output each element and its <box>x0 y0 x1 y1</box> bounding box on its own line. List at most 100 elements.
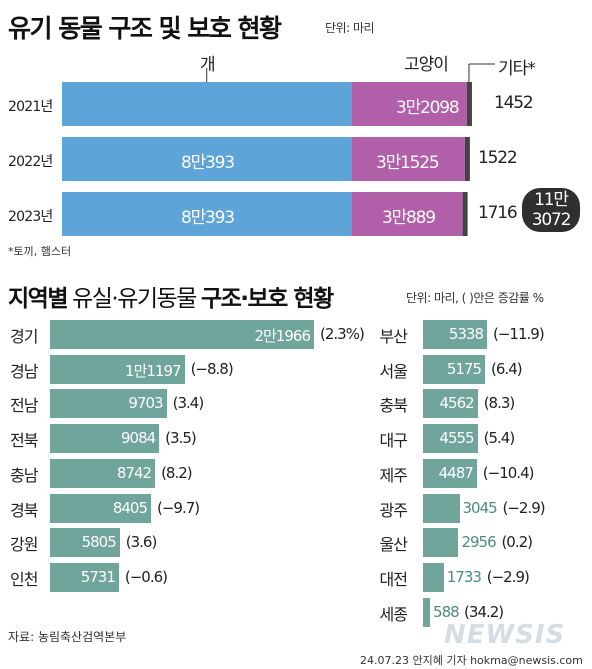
region-label: 충남 <box>10 465 38 485</box>
region-bar-value: 9703 <box>128 394 163 413</box>
region-change: (3.6) <box>125 533 158 552</box>
region-bar-value: 1733 <box>446 567 482 586</box>
regional-unit: 단위: 마리, ( )안은 증감률 % <box>406 291 544 305</box>
region-bar <box>423 354 486 384</box>
region-label: 대전 <box>379 569 408 589</box>
bar-segment-cat <box>351 137 465 181</box>
region-change: (0.2) <box>501 533 533 552</box>
region-bar-value: 3045 <box>462 498 498 517</box>
region-change: (−0.6) <box>124 567 168 586</box>
region-bar <box>423 424 478 454</box>
footnote: *토끼, 햄스터 <box>8 245 72 258</box>
region-change: (8.2) <box>161 463 193 482</box>
main-unit: 단위: 마리 <box>325 21 375 35</box>
bar-value-label: 8만393 <box>181 208 235 228</box>
bar-segment-dog <box>62 192 352 236</box>
region-bar <box>50 562 119 592</box>
region-label: 울산 <box>379 535 408 555</box>
regional-title: 지역별 유실·유기동물 구조·보호 현황 <box>8 279 334 313</box>
bar-segment-etc <box>466 82 472 126</box>
region-bar <box>50 528 120 558</box>
region-label: 부산 <box>379 327 408 346</box>
region-bar <box>423 597 431 627</box>
region-bar <box>423 320 487 349</box>
region-bar-value: 5338 <box>448 325 484 343</box>
region-bar-value: 5731 <box>80 567 116 586</box>
region-label: 충북 <box>379 396 408 416</box>
region-change: (−10.4) <box>482 463 535 482</box>
region-change: (3.4) <box>172 394 205 413</box>
region-bar-value: 8742 <box>116 463 152 482</box>
region-label: 서울 <box>379 361 408 381</box>
region-label: 경북 <box>10 500 38 520</box>
bar-segment-cat <box>351 82 467 126</box>
regional-title-bold2: 구조·보호 현황 <box>200 286 334 312</box>
bar-value-label: 1522 <box>478 148 518 168</box>
region-change: (34.2) <box>464 602 504 621</box>
region-bar <box>50 354 185 384</box>
region-bar-value: 8405 <box>112 498 148 517</box>
bar-value-label: 3만889 <box>382 208 436 228</box>
region-bar <box>50 458 156 488</box>
region-change: (8.3) <box>483 394 516 413</box>
year-label: 2022년 <box>8 154 53 170</box>
region-bar-value: 5175 <box>446 359 482 378</box>
region-change: (−2.9) <box>486 567 530 586</box>
bar-value-label: 1716 <box>478 203 518 223</box>
region-bar-value: 2만1966 <box>254 327 311 345</box>
region-bar <box>50 424 160 454</box>
bar-segment-etc <box>464 137 470 181</box>
region-bar-value: 4487 <box>438 463 474 482</box>
total-badge: 11만 3072 <box>522 188 580 232</box>
legend-label-dog: 개 <box>200 55 216 75</box>
region-bar-value: 5805 <box>81 533 117 552</box>
source-note: 자료: 농림축산검역본부 <box>8 630 127 644</box>
region-label: 광주 <box>379 500 408 520</box>
region-bar-value: 588 <box>433 602 460 621</box>
region-change: (3.5) <box>165 429 197 448</box>
bar-value-label: 3만1525 <box>376 153 440 173</box>
region-label: 제주 <box>379 465 408 485</box>
region-bar <box>423 493 460 523</box>
region-bar-value: 1만1197 <box>125 361 182 380</box>
regional-title-bold: 지역별 <box>8 286 68 312</box>
region-bar <box>50 493 152 523</box>
region-label: 세종 <box>379 604 408 624</box>
region-bar-value: 4562 <box>439 394 475 413</box>
region-bar <box>423 458 477 488</box>
region-bar <box>50 389 167 419</box>
region-change: (−8.8) <box>190 359 234 378</box>
stacked-bar-chart <box>62 63 495 236</box>
region-bar-value: 4555 <box>439 429 474 448</box>
bar-value-label: 3만2098 <box>396 98 460 118</box>
region-change: (2.3%) <box>320 325 365 343</box>
region-bar <box>423 562 444 592</box>
region-bar <box>50 320 314 349</box>
region-change: (−11.9) <box>493 325 545 343</box>
region-change: (6.4) <box>491 359 523 378</box>
bar-value-label: 1452 <box>494 93 534 113</box>
region-bar-value: 2956 <box>461 533 496 552</box>
regional-title-mid: 유실·유기동물 <box>72 286 197 312</box>
legend-label-etc: 기타* <box>498 59 536 79</box>
region-bar <box>423 528 459 558</box>
total-badge-line1: 11만 <box>534 190 569 210</box>
legend-label-cat: 고양이 <box>404 55 449 75</box>
bar-segment-cat <box>351 192 463 236</box>
newsis-logo: NEWSIS <box>444 620 566 650</box>
region-label: 인천 <box>10 569 38 589</box>
region-label: 강원 <box>10 535 38 555</box>
year-label: 2021년 <box>8 99 53 115</box>
region-label: 전북 <box>10 431 38 451</box>
region-bar <box>423 389 478 419</box>
region-label: 경남 <box>10 361 38 381</box>
bar-segment-dog <box>62 137 352 181</box>
bar-segment-etc <box>462 192 468 236</box>
total-badge-line2: 3072 <box>531 210 572 230</box>
region-label: 전남 <box>10 396 38 416</box>
byline: 24.07.23 안지혜 기자 hokma@newsis.com <box>360 654 583 667</box>
main-title: 유기 동물 구조 및 보호 현황 <box>8 14 282 43</box>
bar-value-label: 8만393 <box>181 153 235 173</box>
